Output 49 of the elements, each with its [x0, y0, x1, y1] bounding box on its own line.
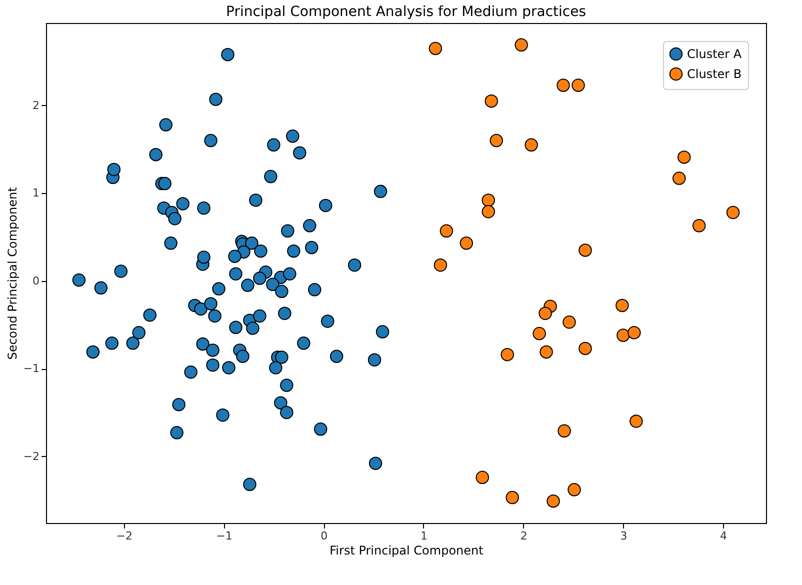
- y-tick-label: −2: [23, 450, 40, 463]
- point: [490, 134, 503, 148]
- point: [568, 483, 581, 496]
- point: [562, 316, 576, 329]
- point: [726, 206, 740, 220]
- point: [572, 78, 585, 92]
- point: [578, 342, 592, 356]
- point: [524, 138, 538, 152]
- point: [540, 345, 553, 359]
- point: [692, 219, 706, 232]
- point: [476, 470, 490, 484]
- point: [556, 78, 570, 92]
- point: [532, 326, 546, 340]
- y-tick-label: 0: [32, 274, 40, 288]
- point: [434, 258, 448, 272]
- point: [500, 348, 514, 362]
- point: [460, 236, 474, 250]
- legend-label: Cluster B: [687, 67, 742, 81]
- point: [677, 150, 691, 164]
- point: [616, 328, 630, 342]
- point: [578, 244, 592, 257]
- point: [506, 490, 519, 504]
- x-tick-label: 1: [420, 530, 428, 542]
- point: [514, 38, 528, 52]
- y-tick-label: −1: [23, 362, 40, 376]
- point: [440, 224, 454, 238]
- x-axis-title: First Principal Component: [330, 544, 484, 558]
- point: [616, 298, 629, 312]
- point: [630, 414, 643, 428]
- point: [672, 172, 686, 185]
- point: [538, 306, 552, 320]
- x-tick-label: 0: [320, 530, 328, 542]
- point: [628, 326, 641, 340]
- point: [482, 204, 496, 218]
- point: [428, 42, 442, 56]
- x-tick-label: 4: [720, 530, 728, 542]
- y-tick-label: 1: [32, 186, 40, 200]
- chart-title: Principal Component Analysis for Medium practices: [226, 4, 586, 20]
- point: [484, 94, 498, 108]
- legend-label: Cluster A: [687, 47, 742, 61]
- point: [546, 494, 560, 508]
- y-tick-label: 2: [32, 98, 40, 112]
- point: [558, 424, 571, 438]
- x-tick-label: −1: [216, 530, 232, 542]
- point: [482, 194, 496, 207]
- y-axis-title: Second Principal Component: [5, 186, 20, 360]
- x-tick-label: 2: [520, 530, 528, 542]
- x-tick-label: 3: [620, 530, 628, 542]
- x-tick-label: −2: [116, 530, 132, 542]
